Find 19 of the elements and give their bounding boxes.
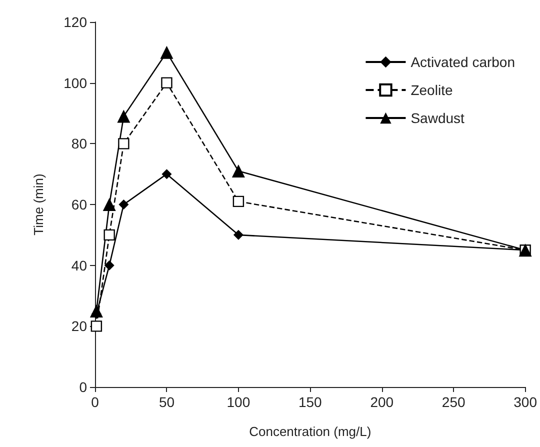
x-tick-label: 150: [298, 394, 322, 410]
legend-label: Sawdust: [410, 110, 465, 126]
y-tick-label: 60: [71, 196, 88, 212]
x-tick-label: 250: [442, 394, 466, 410]
x-axis-title: Concentration (mg/L): [249, 424, 372, 439]
legend-label: Zeolite: [410, 82, 453, 98]
legend-label: Activated carbon: [410, 54, 516, 70]
x-tick-label: 100: [226, 394, 250, 410]
y-tick-label: 40: [71, 257, 88, 274]
y-tick-label: 80: [71, 136, 88, 152]
y-tick-label: 20: [71, 318, 88, 334]
y-tick-label: 0: [79, 379, 88, 395]
y-tick-label: 120: [64, 14, 88, 30]
x-tick-label: 200: [370, 394, 394, 410]
y-axis-title: Time (min): [31, 174, 46, 236]
x-tick-label: 300: [514, 394, 538, 410]
y-tick-label: 100: [64, 74, 88, 91]
x-tick-label: 50: [158, 394, 175, 410]
x-tick-label: 0: [91, 394, 100, 410]
